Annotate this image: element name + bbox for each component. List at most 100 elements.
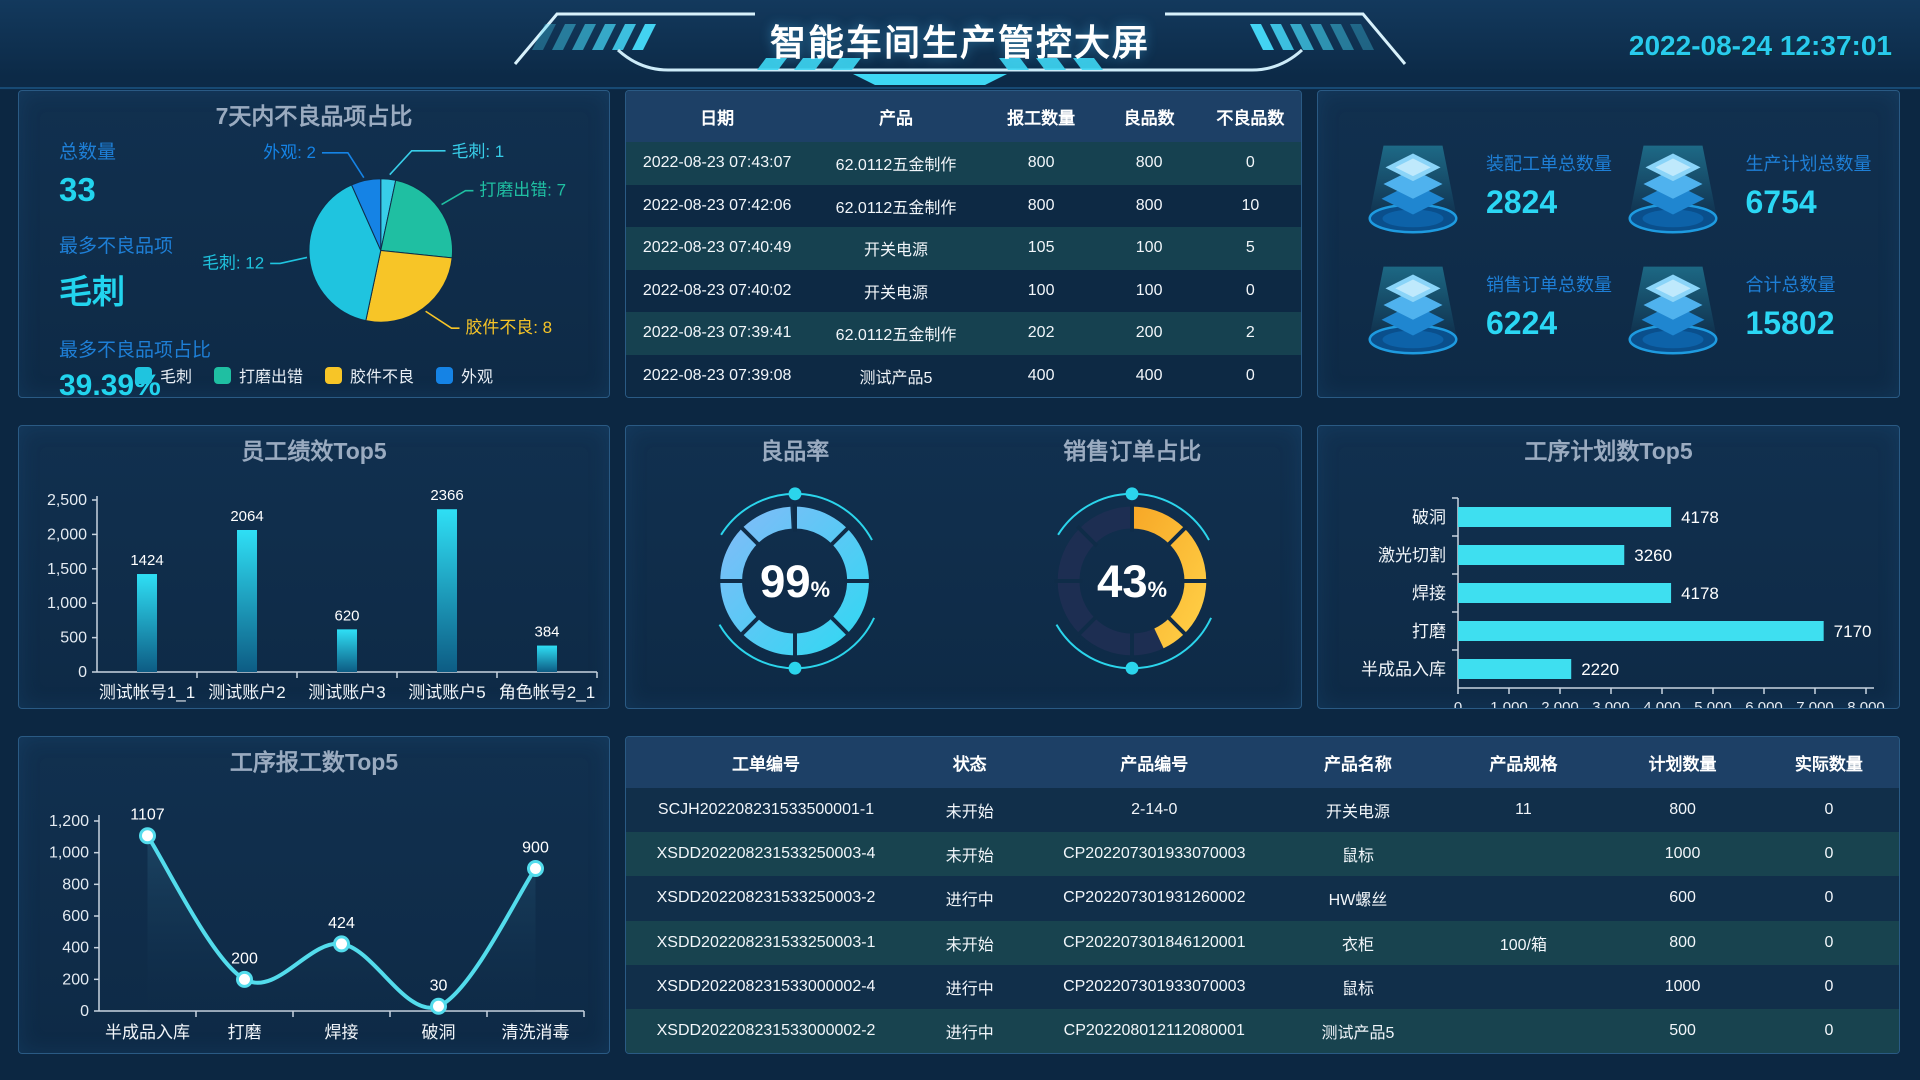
table-cell: 开关电源 [863,242,928,260]
employee-bar-chart: 0 500 1,000 1,500 2,000 2,500 1424 测试帐号1_1 2064 测… [47,487,598,702]
pie-slice [350,178,382,251]
table-row: XSDD202208231533250003-2 进行中 CP20220730193… [626,876,1899,921]
gauge-title-sales-ratio: 销售订单占比 [1063,438,1202,464]
sales-ratio-gauge: 43% [1054,487,1213,675]
table-cell: 0 [1824,933,1834,951]
table-cell: 100/箱 [1499,936,1547,954]
table-cell: 100 [1027,281,1055,299]
svg-text:424: 424 [328,915,355,932]
table-cell: XSDD202208231533250003-2 [656,889,876,907]
table-cell: CP202207301931260002 [1063,889,1246,907]
table-cell: 600 [1669,889,1696,907]
panel-production-report: 日期 产品 报工数量 良品数 不良品数 2022-08-23 07:43:07 62.011… [625,90,1302,398]
table-cell: 62.0112五金制作 [835,327,957,345]
pie-slice [308,184,382,322]
bar [1458,621,1824,641]
table-cell: SCJH202208231533500001-1 [657,801,875,819]
layers-icon [1368,145,1458,233]
svg-text:半成品入库: 半成品入库 [1361,660,1446,679]
column-header: 良品数 [1123,109,1175,128]
svg-text:600: 600 [62,908,89,925]
svg-text:620: 620 [334,607,359,624]
stat-card: 合计总数量 15802 [1614,246,1874,367]
bar [1458,545,1625,565]
data-point [527,860,544,877]
legend-item[interactable]: 外观 [436,363,493,387]
svg-text:打磨: 打磨 [1412,622,1446,641]
bar [337,629,357,672]
bar [437,509,457,672]
table-cell: 2022-08-23 07:39:41 [642,324,792,342]
stat-card-value: 6754 [1745,184,1817,220]
legend-item[interactable]: 胶件不良 [325,363,414,387]
stat-card-value: 6224 [1486,305,1558,341]
bar [137,574,157,672]
legend-item[interactable]: 打磨出错 [213,363,303,387]
pie-slice [365,249,453,323]
table-row: 2022-08-23 07:39:41 62.0112五金制作 202 200 2 [626,312,1301,355]
panel-title-process-plan: 工序计划数Top5 [1524,438,1693,464]
table-row: 2022-08-23 07:40:02 开关电源 100 100 0 [626,269,1301,312]
stat-card-value: 2824 [1486,184,1558,220]
layers-icon [1628,145,1717,233]
svg-text:破洞: 破洞 [422,1023,456,1042]
table-cell: 1000 [1664,977,1701,995]
legend-swatch-icon [213,366,231,384]
svg-text:2366: 2366 [430,487,463,504]
pie-legend: 毛刺 打磨出错 胶件不良 外观 [19,363,609,387]
table-cell: 鼠标 [1341,980,1374,998]
table-cell: 5 [1245,239,1255,257]
table-cell: 进行中 [945,1024,994,1042]
table-cell: 2 [1245,324,1255,342]
svg-text:30: 30 [430,977,448,994]
table-cell: HW螺丝 [1328,892,1388,910]
svg-text:4178: 4178 [1681,584,1719,603]
table-row: 2022-08-23 07:42:06 62.0112五金制作 800 800 10 [626,184,1301,227]
table-cell: 0 [1245,281,1255,299]
svg-text:3260: 3260 [1634,546,1672,565]
data-point [430,997,447,1015]
svg-text:200: 200 [62,971,89,988]
table-row: SCJH202208231533500001-1 未开始 2-14-0 开关电源 11 8… [626,788,1899,833]
table-cell: 0 [1245,366,1255,384]
svg-text:1424: 1424 [130,552,163,569]
table-cell: 2022-08-23 07:43:07 [642,154,792,172]
table-cell: 800 [1027,196,1055,214]
table-cell: 2022-08-23 07:40:02 [642,281,792,299]
table-cell: 0 [1824,889,1834,907]
svg-text:1107: 1107 [130,807,165,824]
panel-title-employee: 员工绩效Top5 [241,438,387,464]
column-header: 产品 [879,109,913,128]
clock-timestamp: 2022-08-24 12:37:01 [1628,30,1892,61]
table-cell: 0 [1824,1021,1834,1039]
table-row: 2022-08-23 07:39:08 测试产品5 400 400 0 [626,354,1301,397]
table-row: 2022-08-23 07:40:49 开关电源 105 100 5 [626,227,1301,270]
table-cell: 鼠标 [1341,848,1374,866]
svg-text:384: 384 [534,624,559,641]
svg-text:2220: 2220 [1581,660,1619,679]
table-cell: 11 [1515,801,1532,819]
table-cell: CP202207301846120001 [1063,933,1246,951]
column-header: 工单编号 [732,755,801,774]
svg-text:8,000: 8,000 [1847,699,1885,709]
svg-text:4,000: 4,000 [1643,699,1681,709]
table-cell: CP202207301933070003 [1063,977,1246,995]
stat-card-text: 销售订单总数量 6224 [1486,271,1612,342]
table-cell: 2022-08-23 07:40:49 [642,239,792,257]
table-cell: 0 [1824,977,1834,995]
table-cell: 开关电源 [1325,804,1390,822]
table-cell: 400 [1135,366,1163,384]
bar [1458,507,1672,527]
legend-item[interactable]: 毛刺 [134,363,192,387]
table-cell: 105 [1027,239,1055,257]
svg-text:2,000: 2,000 [1541,699,1579,709]
layers-icon [1368,266,1458,354]
legend-label: 打磨出错 [238,369,303,386]
stat-card-label: 合计总数量 [1745,275,1836,295]
table-cell: XSDD202208231533250003-4 [656,845,876,863]
panel-work-orders: 工单编号 状态 产品编号 产品名称 产品规格 计划数量 实际数量 SCJH2022082315… [625,736,1900,1054]
legend-label: 胶件不良 [350,369,415,386]
table-cell: 1000 [1664,845,1701,863]
table-row: XSDD202208231533000002-2 进行中 CP20220801211… [626,1008,1899,1053]
